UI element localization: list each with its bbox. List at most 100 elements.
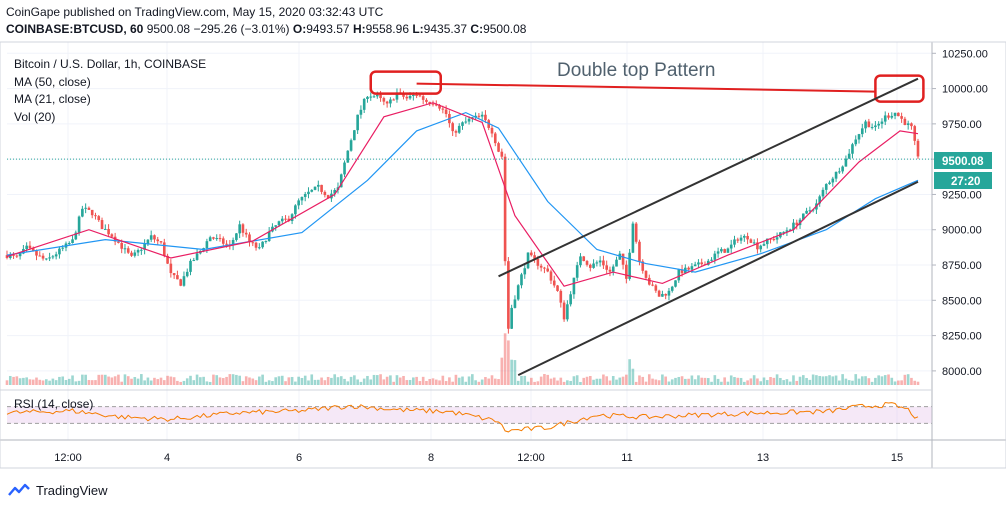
x-tick-label: 12:00: [517, 452, 545, 464]
volume-bar: [97, 374, 101, 385]
y-tick-label: 8000.00: [942, 366, 982, 378]
candle-body: [192, 259, 196, 261]
volume-bar: [45, 379, 48, 385]
candle-body: [221, 238, 225, 244]
volume-bar: [58, 376, 61, 385]
candle-body: [258, 247, 261, 249]
volume-bar: [608, 380, 612, 385]
candle-body: [579, 256, 582, 266]
candle-body: [670, 286, 674, 291]
candle-body: [195, 253, 199, 260]
candle-body: [733, 239, 736, 245]
candle-body: [130, 252, 133, 256]
candle-body: [159, 241, 163, 243]
candle-body: [661, 293, 664, 297]
price-tag: 9500.08 27:20: [934, 152, 992, 189]
volume-bar: [474, 380, 477, 385]
volume-bar: [379, 374, 382, 385]
volume-bar: [28, 379, 32, 385]
candle-body: [54, 254, 58, 257]
chart-overlays: [7, 70, 932, 377]
candle-body: [828, 182, 831, 185]
volume-bar: [900, 380, 903, 385]
candle-body: [277, 221, 281, 226]
top-2-box: [874, 74, 925, 103]
candle-body: [916, 140, 920, 157]
candle-body: [716, 251, 720, 254]
volume-bar: [775, 374, 779, 385]
candle-body: [785, 230, 789, 232]
volume-bar: [362, 378, 366, 385]
candle-body: [12, 254, 15, 256]
candle-body: [838, 171, 841, 173]
candle-body: [25, 245, 28, 249]
candle-body: [523, 268, 527, 275]
candle-body: [752, 242, 756, 244]
legend-vol: Vol (20): [14, 109, 56, 124]
candle-body: [533, 255, 536, 259]
volume-bar: [284, 381, 287, 385]
volume-bar: [821, 376, 825, 385]
candle-body: [736, 239, 740, 241]
candle-body: [405, 96, 409, 99]
open-label: O:: [292, 22, 307, 36]
candle-body: [77, 216, 81, 233]
candle-body: [759, 245, 763, 250]
candle-body: [654, 285, 658, 291]
candle-body: [235, 233, 238, 240]
volume-bar: [611, 376, 615, 385]
volume-bar: [405, 380, 409, 385]
volume-bar: [808, 379, 812, 385]
candle-body: [146, 239, 150, 244]
volume-bar: [271, 381, 274, 385]
candle-body: [300, 196, 304, 201]
tradingview-brand[interactable]: TradingView: [8, 481, 108, 499]
candle-body: [307, 191, 310, 195]
candle-body: [369, 96, 373, 98]
candle-body: [503, 156, 507, 262]
volume-bar: [241, 381, 245, 385]
candle-body: [474, 115, 477, 118]
candle-body: [549, 271, 553, 281]
candle-body: [339, 174, 343, 188]
candle-body: [546, 268, 550, 272]
volume-bar: [736, 377, 740, 385]
volume-bar: [140, 374, 143, 385]
candle-body: [434, 104, 438, 106]
volume-bar: [418, 381, 422, 385]
candle-body: [592, 263, 595, 268]
candle-body: [608, 269, 612, 272]
last-price-label: 9500.08: [146, 22, 191, 36]
candle-body: [847, 153, 851, 159]
candle-body: [697, 262, 700, 265]
volume-bar: [670, 379, 674, 385]
candle-body: [231, 239, 235, 246]
volume-bar: [162, 380, 166, 385]
candle-body: [664, 293, 667, 296]
publish-info: CoinGape published on TradingView.com, M…: [6, 5, 384, 19]
ma21-line: [6, 102, 919, 287]
volume-bar: [425, 380, 428, 385]
volume-bar: [412, 377, 415, 385]
candle-body: [395, 92, 399, 100]
candle-body: [153, 235, 156, 240]
volume-bar: [844, 378, 848, 385]
volume-bar: [392, 381, 395, 385]
candle-body: [621, 253, 625, 265]
candle-body: [647, 277, 651, 285]
candle-body: [425, 99, 428, 102]
candle-body: [408, 95, 412, 99]
volume-bar: [467, 376, 471, 385]
candle-body: [8, 254, 12, 258]
volume-bar: [756, 378, 759, 385]
volume-bar: [349, 376, 353, 385]
volume-bar: [588, 375, 592, 385]
volume-bar: [664, 376, 667, 385]
candle-body: [274, 225, 278, 227]
volume-bar: [313, 379, 317, 385]
candle-body: [792, 222, 795, 230]
legend-rsi: RSI (14, close): [14, 397, 94, 411]
volume-bar: [71, 375, 74, 385]
volume-bar: [339, 376, 343, 385]
